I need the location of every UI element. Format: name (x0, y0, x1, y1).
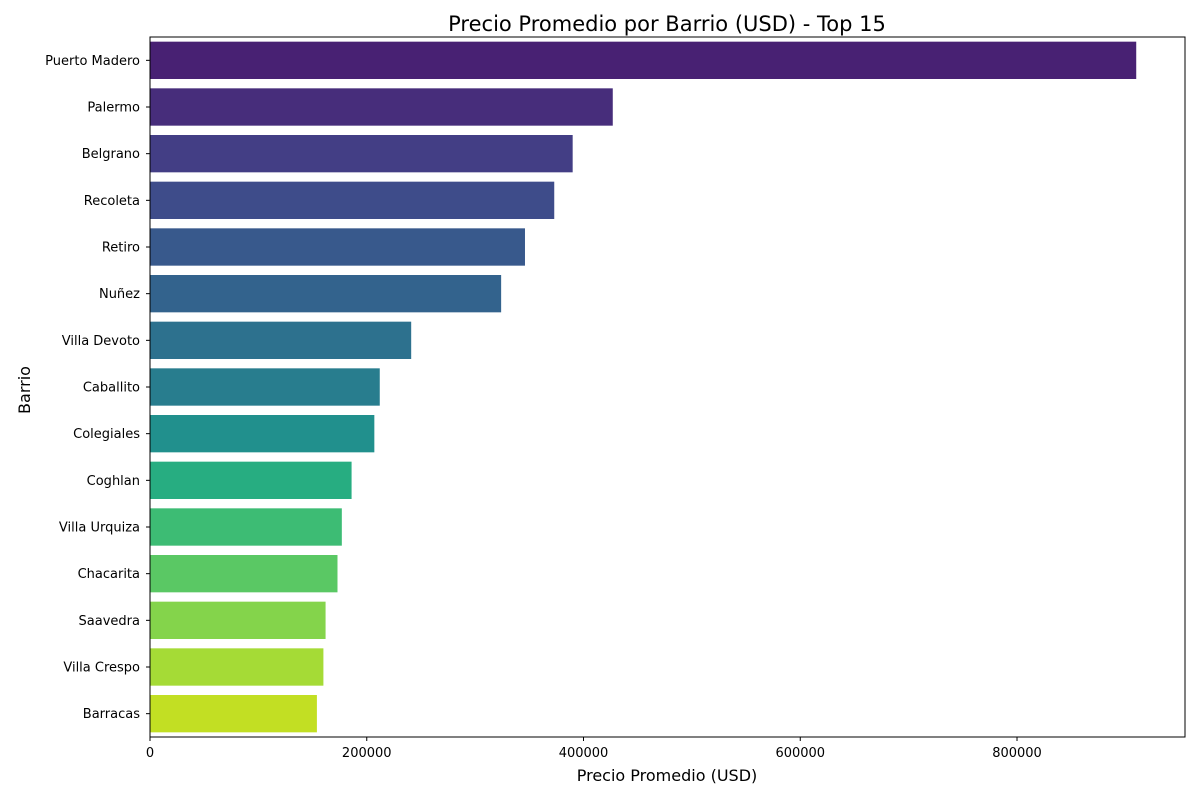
bar-coghlan (150, 461, 352, 499)
bar-retiro (150, 228, 525, 266)
x-tick-label: 600000 (775, 746, 825, 761)
bar-puerto-madero (150, 41, 1137, 79)
bar-palermo (150, 88, 613, 126)
y-tick-label-villa-urquiza: Villa Urquiza (59, 521, 140, 536)
bar-recoleta (150, 181, 555, 219)
y-tick-label-recoleta: Recoleta (84, 194, 140, 209)
y-tick-label-villa-devoto: Villa Devoto (62, 334, 140, 349)
bar-colegiales (150, 415, 375, 453)
y-tick-label-nunez: Nuñez (99, 287, 140, 302)
y-tick-label-chacarita: Chacarita (78, 567, 140, 582)
bar-caballito (150, 368, 380, 406)
y-tick-label-colegiales: Colegiales (73, 427, 140, 442)
y-tick-label-barracas: Barracas (83, 707, 140, 722)
x-tick-label: 800000 (992, 746, 1042, 761)
bar-villa-devoto (150, 321, 412, 359)
bar-villa-crespo (150, 648, 324, 686)
x-tick-label: 400000 (559, 746, 609, 761)
bar-saavedra (150, 601, 326, 639)
x-axis-label: Precio Promedio (USD) (577, 766, 758, 785)
y-axis-label: Barrio (15, 366, 34, 414)
y-tick-label-caballito: Caballito (83, 381, 140, 396)
y-tick-label-retiro: Retiro (102, 241, 140, 256)
y-tick-label-puerto-madero: Puerto Madero (45, 54, 140, 69)
y-tick-label-belgrano: Belgrano (82, 147, 140, 162)
x-tick-label: 200000 (342, 746, 392, 761)
bar-belgrano (150, 135, 573, 173)
bar-nunez (150, 275, 502, 313)
chart-title: Precio Promedio por Barrio (USD) - Top 1… (448, 12, 886, 36)
y-tick-label-saavedra: Saavedra (79, 614, 140, 629)
bar-barracas (150, 695, 317, 733)
y-tick-label-palermo: Palermo (87, 101, 140, 116)
bar-villa-urquiza (150, 508, 342, 546)
x-tick-label: 0 (146, 746, 154, 761)
bar-chacarita (150, 555, 338, 593)
y-tick-label-villa-crespo: Villa Crespo (63, 661, 140, 676)
plot-frame (149, 36, 1186, 738)
y-ticks-group: Puerto Madero Palermo Belgrano Recoleta Reti… (45, 54, 150, 722)
x-ticks-group: 0 200000 400000 600000 800000 (146, 737, 1042, 761)
bars-group (150, 41, 1137, 733)
y-tick-label-coghlan: Coghlan (87, 474, 140, 489)
